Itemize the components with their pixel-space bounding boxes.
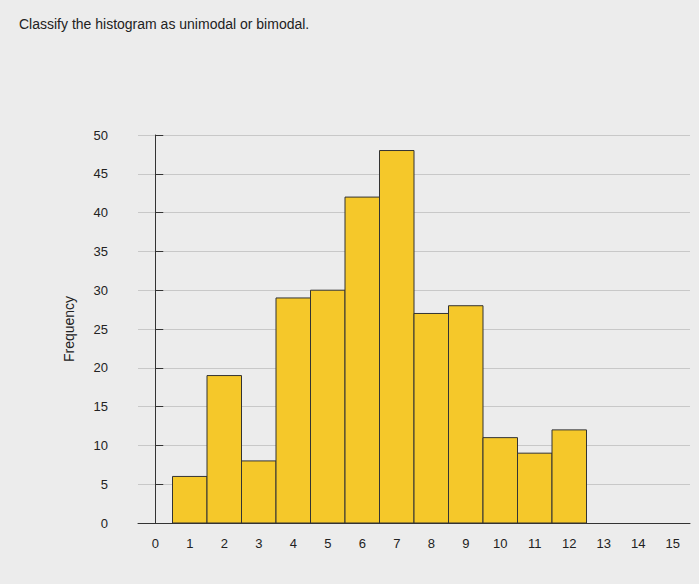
- svg-text:30: 30: [94, 283, 108, 298]
- svg-text:1: 1: [186, 536, 193, 551]
- svg-text:15: 15: [94, 399, 108, 414]
- svg-text:12: 12: [562, 536, 576, 551]
- svg-text:2: 2: [221, 536, 228, 551]
- svg-text:35: 35: [94, 244, 108, 259]
- svg-text:0: 0: [152, 536, 159, 551]
- svg-text:13: 13: [597, 536, 611, 551]
- svg-text:5: 5: [101, 477, 108, 492]
- svg-text:10: 10: [493, 536, 507, 551]
- svg-text:25: 25: [94, 322, 108, 337]
- svg-text:40: 40: [94, 205, 108, 220]
- svg-text:5: 5: [324, 536, 331, 551]
- svg-text:15: 15: [666, 536, 680, 551]
- svg-text:20: 20: [94, 360, 108, 375]
- svg-text:4: 4: [290, 536, 297, 551]
- svg-text:7: 7: [393, 536, 400, 551]
- svg-text:Classify the histogram as unim: Classify the histogram as unimodal or bi…: [19, 16, 309, 32]
- svg-text:9: 9: [462, 536, 469, 551]
- svg-text:50: 50: [94, 128, 108, 143]
- svg-text:10: 10: [94, 438, 108, 453]
- svg-text:11: 11: [528, 536, 542, 551]
- svg-text:3: 3: [255, 536, 262, 551]
- svg-text:14: 14: [631, 536, 645, 551]
- svg-text:0: 0: [101, 516, 108, 531]
- svg-text:45: 45: [94, 166, 108, 181]
- svg-text:8: 8: [428, 536, 435, 551]
- svg-text:6: 6: [359, 536, 366, 551]
- svg-text:Frequency: Frequency: [61, 296, 77, 362]
